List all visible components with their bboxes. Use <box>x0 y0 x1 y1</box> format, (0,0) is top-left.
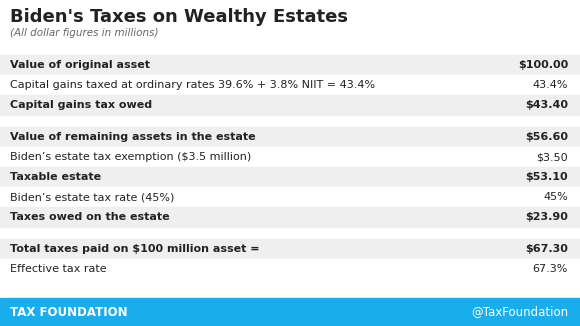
Bar <box>0 239 580 259</box>
Text: Value of original asset: Value of original asset <box>10 60 150 70</box>
Text: $53.10: $53.10 <box>525 172 568 182</box>
Text: Capital gains taxed at ordinary rates 39.6% + 3.8% NIIT = 43.4%: Capital gains taxed at ordinary rates 39… <box>10 80 375 90</box>
Text: Effective tax rate: Effective tax rate <box>10 264 107 274</box>
Bar <box>0 207 580 227</box>
Bar <box>0 55 580 75</box>
Text: $67.30: $67.30 <box>525 244 568 254</box>
Text: Biden’s estate tax exemption ($3.5 million): Biden’s estate tax exemption ($3.5 milli… <box>10 152 251 162</box>
Bar <box>0 95 580 115</box>
Text: $43.40: $43.40 <box>525 100 568 110</box>
Text: 45%: 45% <box>543 192 568 202</box>
Text: (All dollar figures in millions): (All dollar figures in millions) <box>10 28 158 38</box>
Text: Capital gains tax owed: Capital gains tax owed <box>10 100 152 110</box>
Text: Value of remaining assets in the estate: Value of remaining assets in the estate <box>10 132 256 142</box>
Text: $56.60: $56.60 <box>525 132 568 142</box>
Text: $23.90: $23.90 <box>525 212 568 222</box>
Text: 43.4%: 43.4% <box>532 80 568 90</box>
Text: @TaxFoundation: @TaxFoundation <box>471 305 568 319</box>
Text: Total taxes paid on $100 million asset =: Total taxes paid on $100 million asset = <box>10 244 259 254</box>
Bar <box>0 167 580 187</box>
Bar <box>0 259 580 279</box>
Text: 67.3%: 67.3% <box>532 264 568 274</box>
Bar <box>0 75 580 95</box>
Text: Biden's Taxes on Wealthy Estates: Biden's Taxes on Wealthy Estates <box>10 8 348 26</box>
Text: $3.50: $3.50 <box>536 152 568 162</box>
Text: Taxes owed on the estate: Taxes owed on the estate <box>10 212 169 222</box>
Text: TAX FOUNDATION: TAX FOUNDATION <box>10 305 128 319</box>
Text: Biden’s estate tax rate (45%): Biden’s estate tax rate (45%) <box>10 192 175 202</box>
Bar <box>0 127 580 147</box>
Bar <box>0 298 580 326</box>
Bar <box>0 147 580 167</box>
Text: Taxable estate: Taxable estate <box>10 172 101 182</box>
Bar <box>0 187 580 207</box>
Text: $100.00: $100.00 <box>518 60 568 70</box>
